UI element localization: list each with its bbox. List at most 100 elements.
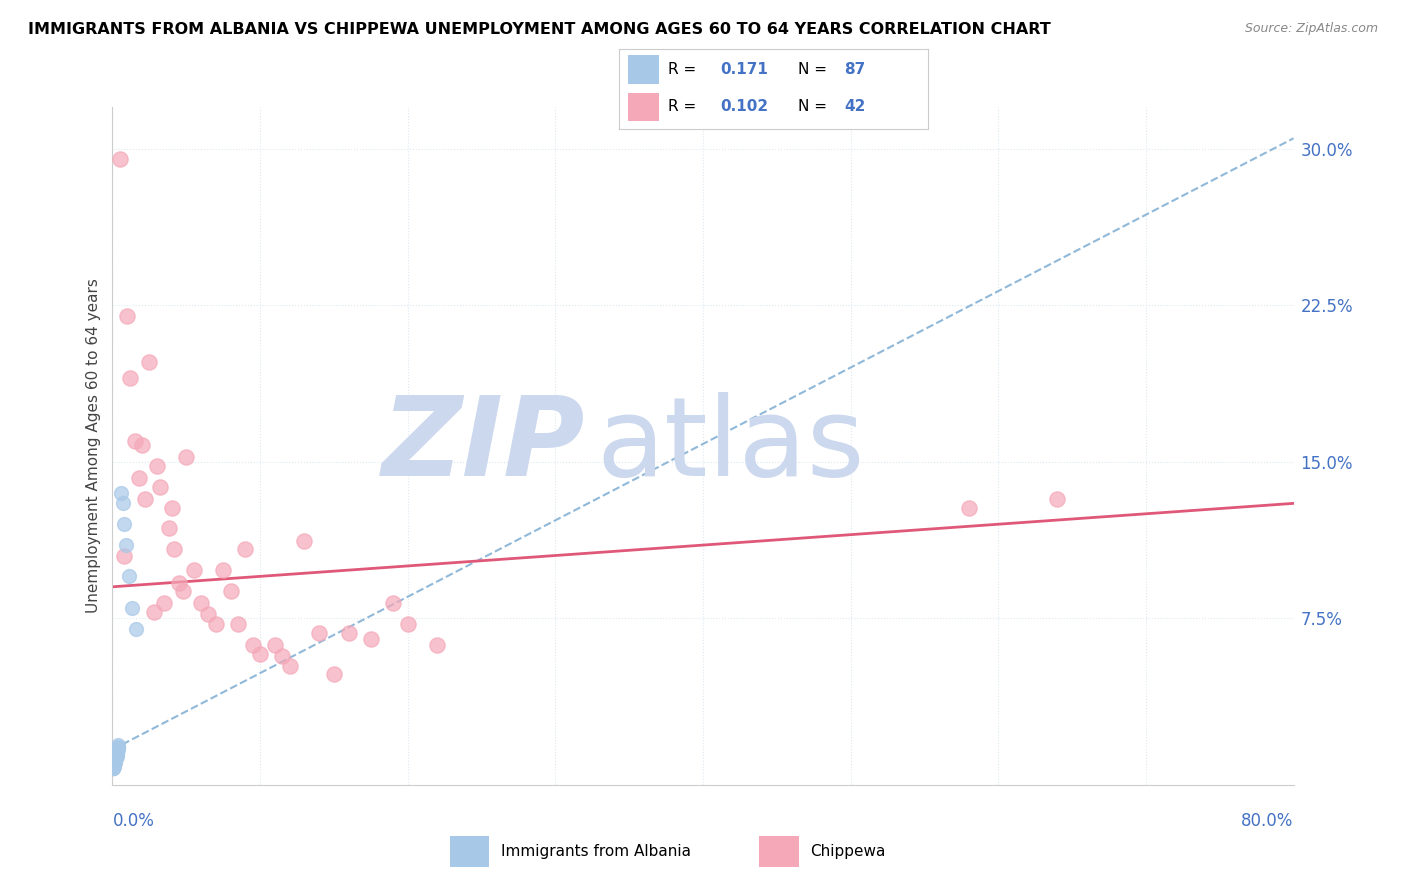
Point	[103, 755, 125, 769]
FancyBboxPatch shape	[759, 837, 799, 867]
Point	[426, 638, 449, 652]
Point	[103, 761, 125, 775]
Point	[103, 757, 125, 772]
Point	[396, 617, 419, 632]
Text: R =: R =	[668, 99, 702, 114]
Point	[101, 759, 124, 773]
Point	[104, 747, 127, 761]
Point	[134, 492, 156, 507]
Point	[360, 632, 382, 646]
Point	[146, 458, 169, 473]
Y-axis label: Unemployment Among Ages 60 to 64 years: Unemployment Among Ages 60 to 64 years	[86, 278, 101, 614]
Point	[105, 745, 128, 759]
Point	[105, 742, 128, 756]
Text: Chippewa: Chippewa	[810, 845, 886, 859]
Point	[957, 500, 980, 515]
Point	[103, 759, 125, 773]
Text: atlas: atlas	[596, 392, 865, 500]
Point	[104, 751, 127, 765]
Point	[104, 751, 127, 765]
FancyBboxPatch shape	[450, 837, 489, 867]
Point	[103, 755, 125, 769]
Text: 87: 87	[845, 62, 866, 77]
Point	[142, 605, 165, 619]
Point	[104, 755, 127, 769]
Point	[103, 755, 125, 769]
Point	[103, 759, 125, 773]
Point	[271, 648, 294, 663]
Point	[226, 617, 249, 632]
Point	[104, 753, 127, 767]
Point	[103, 757, 125, 772]
Point	[183, 563, 205, 577]
Point	[124, 434, 146, 448]
Text: 80.0%: 80.0%	[1241, 812, 1294, 830]
Point	[104, 748, 127, 763]
Text: N =: N =	[799, 99, 832, 114]
Point	[104, 751, 127, 765]
Point	[112, 549, 135, 563]
Point	[104, 747, 127, 761]
Text: 0.102: 0.102	[721, 99, 769, 114]
Point	[103, 753, 125, 767]
Point	[117, 309, 138, 323]
Point	[104, 747, 127, 761]
Point	[104, 748, 127, 763]
Point	[103, 751, 125, 765]
Point	[107, 742, 129, 756]
Text: ZIP: ZIP	[381, 392, 585, 500]
Point	[103, 751, 125, 765]
Point	[103, 757, 125, 772]
Point	[104, 748, 127, 763]
Point	[197, 607, 219, 621]
Point	[104, 748, 127, 763]
Point	[292, 533, 315, 548]
Text: 0.0%: 0.0%	[112, 812, 155, 830]
Point	[167, 575, 190, 590]
FancyBboxPatch shape	[628, 55, 659, 84]
Point	[1046, 492, 1069, 507]
Point	[104, 748, 127, 763]
Point	[103, 757, 125, 772]
Point	[105, 742, 128, 756]
Point	[242, 638, 264, 652]
Point	[174, 450, 197, 465]
Point	[107, 739, 129, 753]
Point	[107, 740, 129, 755]
Point	[382, 597, 405, 611]
Point	[105, 747, 128, 761]
Point	[105, 748, 128, 763]
Point	[172, 584, 194, 599]
Point	[308, 625, 330, 640]
Point	[128, 471, 150, 485]
Point	[104, 753, 127, 767]
Text: IMMIGRANTS FROM ALBANIA VS CHIPPEWA UNEMPLOYMENT AMONG AGES 60 TO 64 YEARS CORRE: IMMIGRANTS FROM ALBANIA VS CHIPPEWA UNEM…	[28, 22, 1050, 37]
Text: R =: R =	[668, 62, 702, 77]
Point	[105, 745, 128, 759]
Point	[103, 751, 125, 765]
Point	[120, 371, 142, 385]
Point	[103, 757, 125, 772]
Point	[163, 542, 186, 557]
Point	[103, 757, 125, 772]
Point	[105, 745, 128, 759]
Point	[138, 354, 160, 368]
Point	[111, 496, 134, 510]
Point	[103, 753, 125, 767]
Point	[157, 521, 180, 535]
Point	[125, 622, 148, 636]
Point	[103, 759, 125, 773]
Point	[104, 751, 127, 765]
Point	[101, 761, 124, 775]
Text: N =: N =	[799, 62, 832, 77]
Point	[103, 759, 125, 773]
Point	[190, 597, 212, 611]
Point	[104, 753, 127, 767]
Point	[278, 659, 301, 673]
Point	[104, 747, 127, 761]
Point	[104, 748, 127, 763]
Point	[103, 759, 125, 773]
Text: 0.171: 0.171	[721, 62, 769, 77]
Point	[103, 753, 125, 767]
Point	[149, 480, 172, 494]
